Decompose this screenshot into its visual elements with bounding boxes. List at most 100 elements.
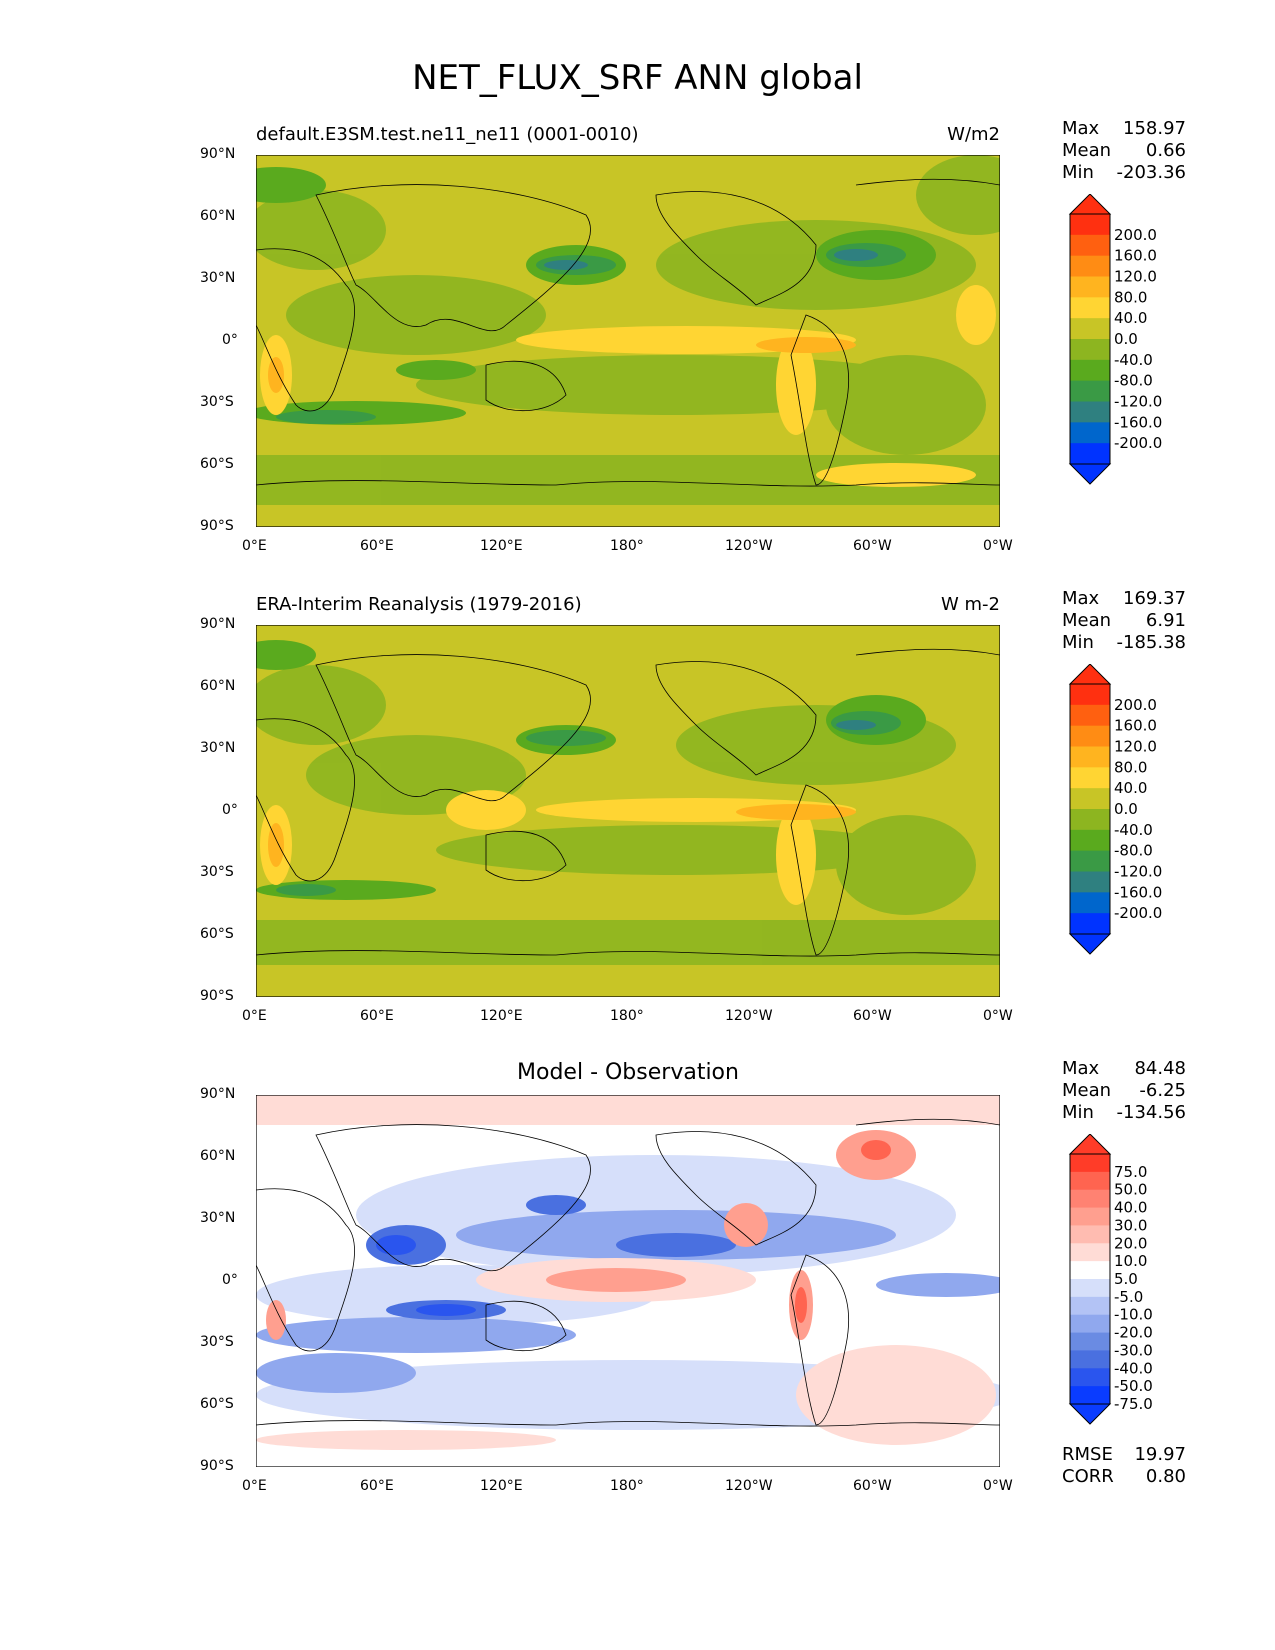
panel-diff-stats: Max 84.48 Mean -6.25 Min -134.56 bbox=[1062, 1058, 1186, 1124]
colorbar-swatch bbox=[1070, 892, 1110, 914]
stat-mean-label: Mean bbox=[1062, 140, 1112, 161]
stat-min-label: Min bbox=[1062, 632, 1094, 653]
colorbar-swatch bbox=[1070, 704, 1110, 727]
colorbar-tick-label: 40.0 bbox=[1114, 309, 1147, 327]
x-tick: 0°E bbox=[242, 1478, 267, 1494]
colorbar-tick-label: 5.0 bbox=[1114, 1270, 1138, 1288]
colorbar-tick-label: -200.0 bbox=[1114, 434, 1162, 452]
colorbar-tick-label: -80.0 bbox=[1114, 842, 1153, 860]
colorbar-tick-label: 20.0 bbox=[1114, 1234, 1147, 1252]
x-tick: 60°E bbox=[360, 538, 394, 554]
colorbar-extend-min bbox=[1068, 463, 1112, 485]
x-tick: 120°E bbox=[480, 1008, 523, 1024]
x-tick: 180° bbox=[610, 1008, 644, 1024]
colorbar-swatch bbox=[1070, 401, 1110, 423]
y-tick: 0° bbox=[222, 802, 238, 818]
x-tick: 180° bbox=[610, 1478, 644, 1494]
x-tick: 0°W bbox=[983, 538, 1013, 554]
colorbar-swatch bbox=[1070, 1261, 1110, 1280]
panel-obs-stats: Max 169.37 Mean 6.91 Min -185.38 bbox=[1062, 588, 1186, 654]
colorbar-extend-max bbox=[1068, 194, 1112, 215]
x-tick: 60°E bbox=[360, 1008, 394, 1024]
x-tick: 120°W bbox=[725, 538, 773, 554]
colorbar-swatch bbox=[1070, 276, 1110, 298]
colorbar-tick-label: 50.0 bbox=[1114, 1181, 1147, 1199]
colorbar-swatch bbox=[1070, 850, 1110, 872]
colorbar-tick-label: 0.0 bbox=[1114, 800, 1138, 818]
stat-min: -134.56 bbox=[1116, 1102, 1186, 1123]
colorbar-tick-label: -75.0 bbox=[1114, 1395, 1153, 1413]
colorbar-swatch bbox=[1070, 1171, 1110, 1191]
colorbar-swatch bbox=[1070, 1350, 1110, 1369]
colorbar-tick-label: 120.0 bbox=[1114, 268, 1157, 286]
y-tick: 60°S bbox=[200, 926, 234, 942]
colorbar-swatch bbox=[1070, 809, 1110, 831]
x-tick: 120°W bbox=[725, 1008, 773, 1024]
panel-model-colorbar: 200.0 160.0 120.0 80.0 40.0 0.0 -40.0 -80.0 -120… bbox=[1068, 194, 1162, 485]
panel-model-map bbox=[256, 155, 1000, 527]
colorbar-swatch bbox=[1070, 767, 1110, 789]
colorbar-swatch bbox=[1070, 318, 1110, 340]
colorbar-swatch bbox=[1070, 746, 1110, 768]
figure-title: NET_FLUX_SRF ANN global bbox=[412, 58, 863, 98]
colorbar-tick-label: 10.0 bbox=[1114, 1252, 1147, 1270]
colorbar-swatch bbox=[1070, 1314, 1110, 1334]
colorbar-tick-label: 0.0 bbox=[1114, 330, 1138, 348]
colorbar-tick-label: 40.0 bbox=[1114, 779, 1147, 797]
panel-model-units: W/m2 bbox=[947, 124, 1000, 145]
colorbar-swatch bbox=[1070, 788, 1110, 810]
x-tick: 120°W bbox=[725, 1478, 773, 1494]
colorbar-swatch bbox=[1070, 359, 1110, 382]
colorbar-tick-label: -10.0 bbox=[1114, 1306, 1153, 1324]
x-tick: 120°E bbox=[480, 538, 523, 554]
colorbar-tick-label: 200.0 bbox=[1114, 696, 1157, 714]
y-tick: 30°N bbox=[200, 1210, 236, 1226]
y-tick: 60°S bbox=[200, 456, 234, 472]
colorbar-tick-label: 200.0 bbox=[1114, 226, 1157, 244]
panel-diff-colorbar: 75.050.040.030.020.010.05.0-5.0-10.0-20.… bbox=[1068, 1134, 1153, 1425]
stat-mean-label: Mean bbox=[1062, 1080, 1112, 1101]
colorbar-tick-label: -120.0 bbox=[1114, 393, 1162, 411]
colorbar-tick-label: 160.0 bbox=[1114, 247, 1157, 265]
y-tick: 30°N bbox=[200, 740, 236, 756]
rmse-value: 19.97 bbox=[1134, 1444, 1186, 1465]
stat-min-label: Min bbox=[1062, 1102, 1094, 1123]
y-tick: 90°S bbox=[200, 518, 234, 534]
x-tick: 0°E bbox=[242, 1008, 267, 1024]
panel-obs-title: ERA-Interim Reanalysis (1979-2016) bbox=[256, 594, 582, 615]
panel-diff-skill: RMSE 19.97 CORR 0.80 bbox=[1062, 1444, 1186, 1488]
panel-model-stats: Max 158.97 Mean 0.66 Min -203.36 bbox=[1062, 118, 1186, 184]
colorbar-swatch bbox=[1070, 725, 1110, 747]
rmse-label: RMSE bbox=[1062, 1444, 1113, 1465]
colorbar-extend-max bbox=[1068, 664, 1112, 685]
colorbar-tick-label: -20.0 bbox=[1114, 1324, 1153, 1342]
stat-mean: -6.25 bbox=[1139, 1080, 1186, 1101]
colorbar-extend-min bbox=[1068, 933, 1112, 955]
panel-diff-title: Model - Observation bbox=[517, 1060, 739, 1085]
stat-max: 84.48 bbox=[1134, 1058, 1186, 1079]
y-tick: 90°S bbox=[200, 988, 234, 1004]
y-tick: 0° bbox=[222, 1272, 238, 1288]
colorbar-swatch bbox=[1070, 1189, 1110, 1209]
colorbar-tick-label: -160.0 bbox=[1114, 413, 1162, 431]
x-tick: 60°W bbox=[853, 1478, 892, 1494]
colorbar-swatch bbox=[1070, 1225, 1110, 1244]
colorbar-swatch bbox=[1070, 255, 1110, 277]
colorbar-tick-label: -80.0 bbox=[1114, 372, 1153, 390]
panel-obs-units: W m-2 bbox=[940, 594, 1000, 615]
colorbar-frame bbox=[1069, 1153, 1111, 1405]
stat-min: -203.36 bbox=[1116, 162, 1186, 183]
colorbar-tick-label: -40.0 bbox=[1114, 1359, 1153, 1377]
x-tick: 60°E bbox=[360, 1478, 394, 1494]
stat-max: 158.97 bbox=[1123, 118, 1186, 139]
colorbar-swatch bbox=[1070, 1279, 1110, 1298]
stat-min-label: Min bbox=[1062, 162, 1094, 183]
y-tick: 90°S bbox=[200, 1458, 234, 1474]
panel-diff-map bbox=[256, 1095, 1000, 1467]
y-tick: 30°S bbox=[200, 394, 234, 410]
colorbar-swatch bbox=[1070, 1386, 1110, 1405]
colorbar-swatch bbox=[1070, 829, 1110, 852]
y-tick: 0° bbox=[222, 332, 238, 348]
y-tick: 90°N bbox=[200, 1086, 236, 1102]
colorbar-tick-label: 75.0 bbox=[1114, 1163, 1147, 1181]
